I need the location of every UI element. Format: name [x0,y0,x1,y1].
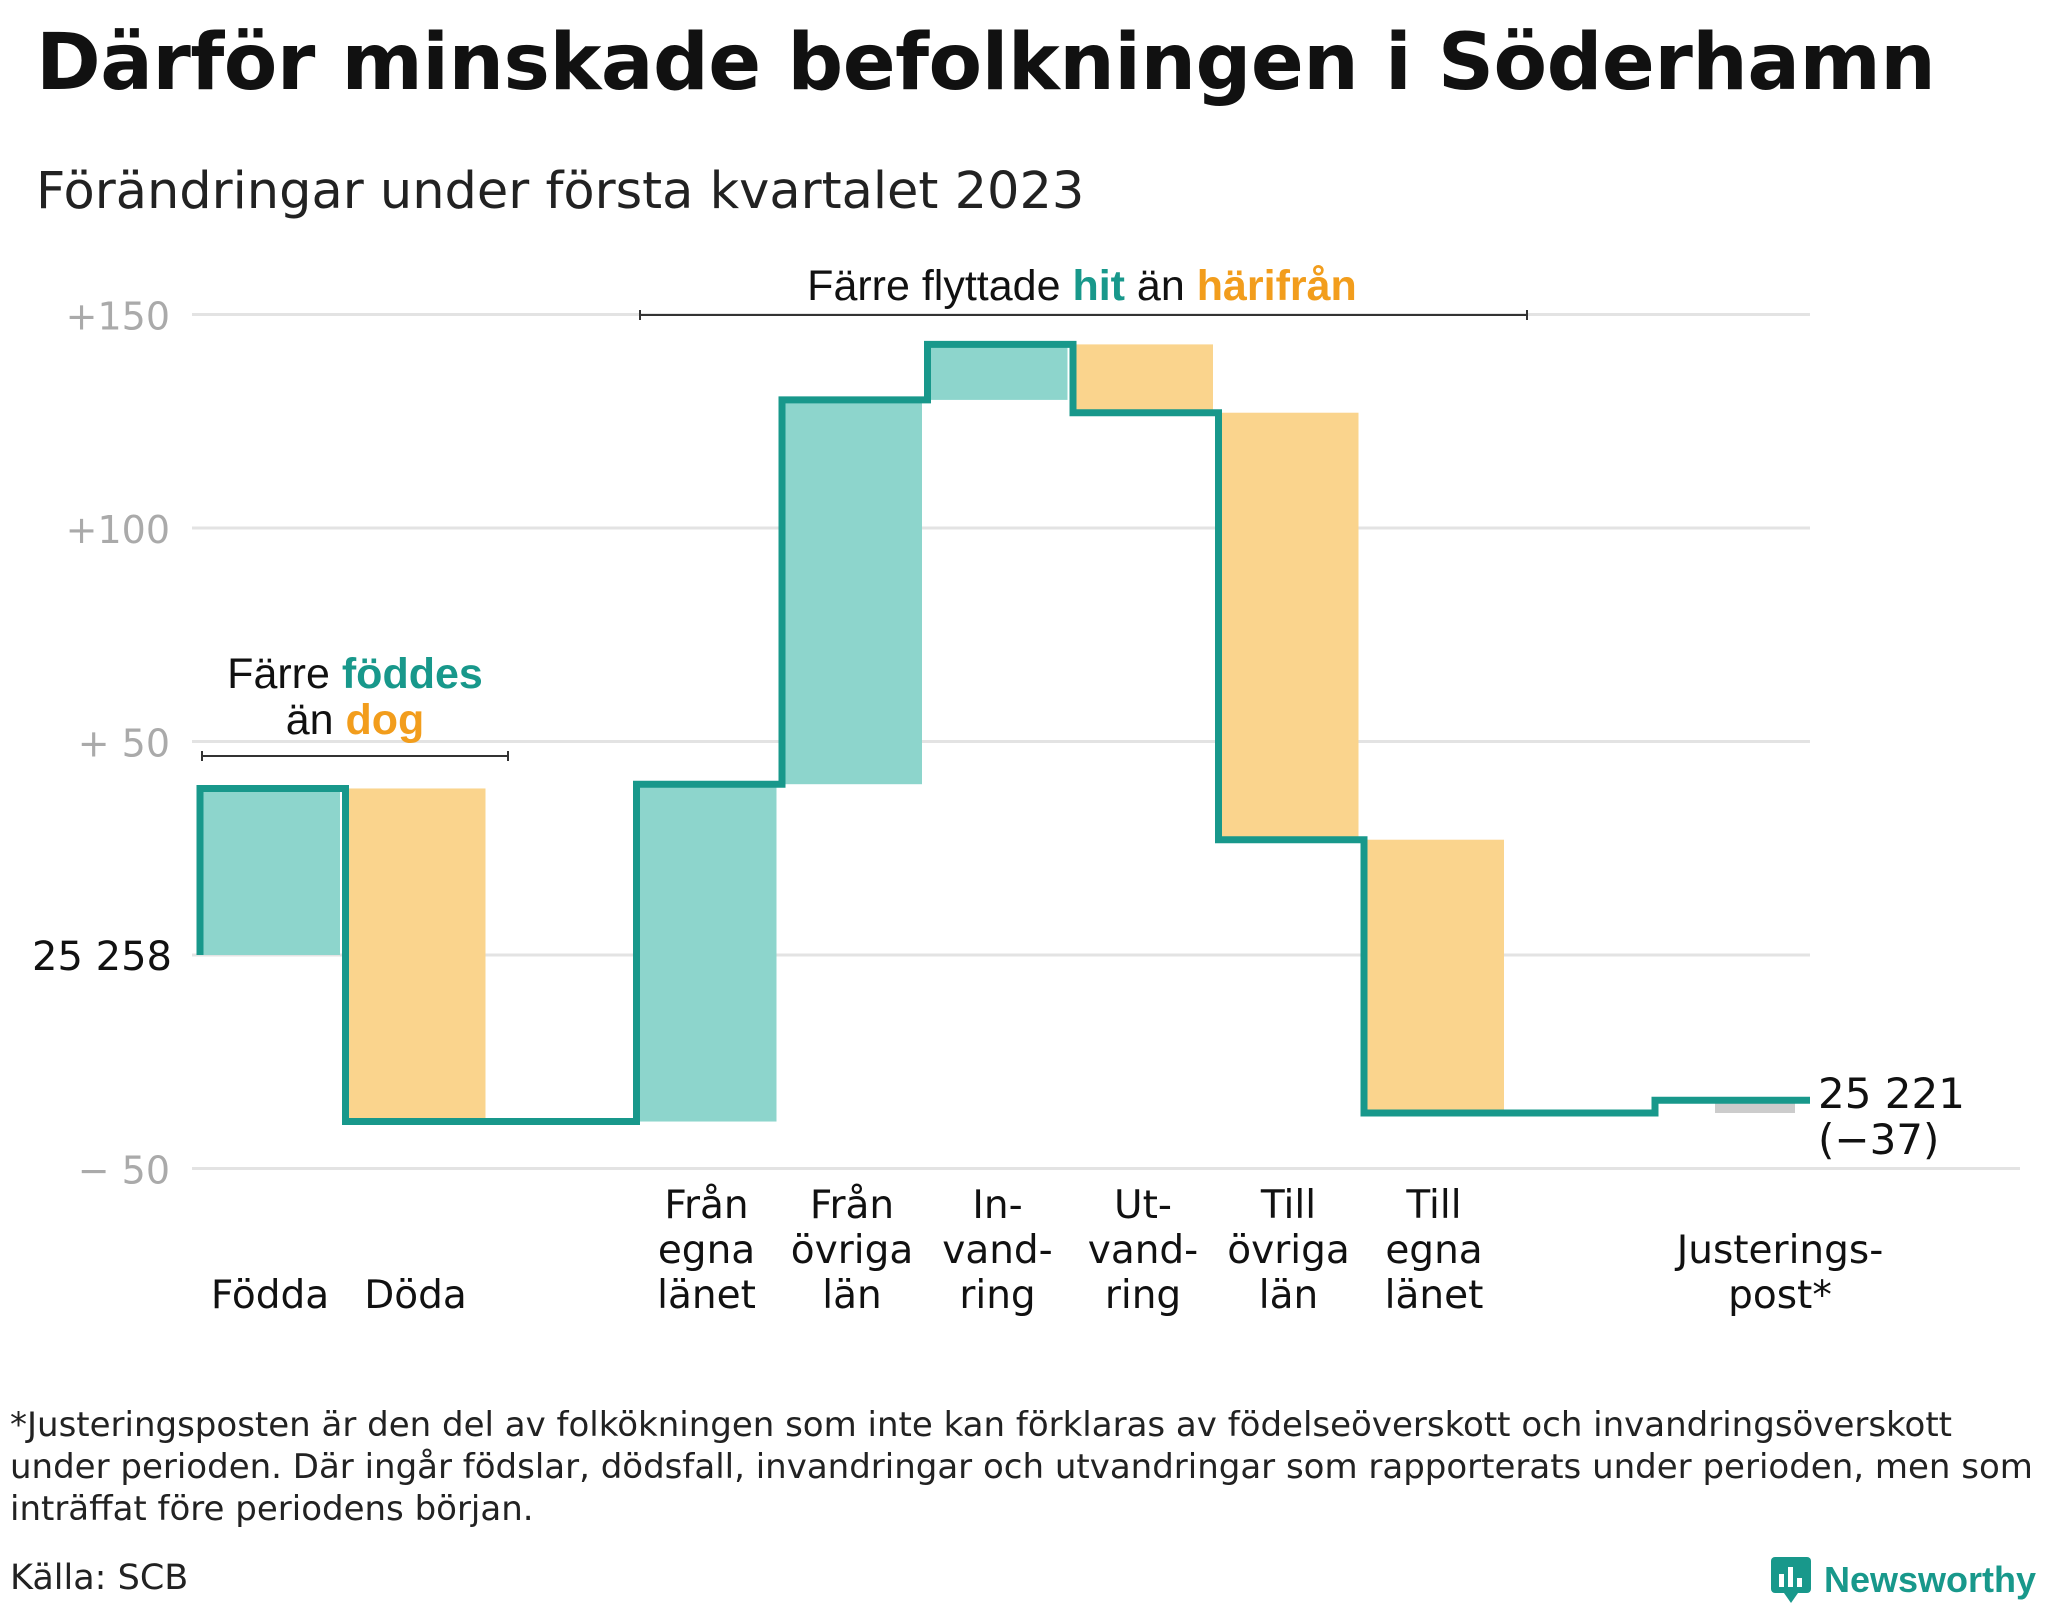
newsworthy-logo-icon [1771,1557,1811,1603]
waterfall-bar [1364,839,1504,1113]
annotation-migration-mid: än [1125,262,1197,310]
category-label: län [1259,1273,1318,1318]
annotation-migration-pre: Färre flyttade [807,262,1072,310]
category-label: Till [1405,1183,1461,1228]
category-labels: Födda DödaFrånegnalänetFrånövrigalänIn-va… [211,1183,1883,1318]
svg-text:Färre flyttade hit än härifrån: Färre flyttade hit än härifrån [807,262,1357,310]
annotation-bracket-migration [639,310,1528,320]
waterfall-bar [1218,412,1359,840]
y-axis-ticks: +150 +100 + 50 25 258 − 50 [32,295,172,1193]
category-label: län [822,1273,881,1318]
y-tick-label: +100 [66,508,170,552]
annotation-bracket-births-deaths [201,751,509,761]
svg-text:än dog: än dog [286,696,425,744]
svg-text:Färre föddes: Färre föddes [227,650,483,698]
category-label: ring [1105,1273,1181,1318]
category-label: Från [664,1183,748,1228]
annotation-births-pre: Färre [227,650,342,698]
category-label: Justerings- [1674,1228,1884,1273]
chart-subtitle: Förändringar under första kvartalet 2023 [36,162,1085,221]
category-label: länet [657,1273,756,1318]
category-label: Från [810,1183,894,1228]
y-tick-label: + 50 [78,722,170,766]
category-label: övriga [791,1228,913,1273]
end-value-label: 25 221 [1818,1069,1965,1118]
category-label: In- [972,1183,1022,1228]
y-tick-label: − 50 [78,1149,170,1193]
annotation-births-highlight: föddes [342,650,483,698]
category-label: ring [959,1273,1035,1318]
end-label: 25 221 (−37) [1818,1069,1965,1164]
source-label: Källa: SCB [10,1558,189,1598]
footnote: *Justeringsposten är den del av folkökni… [10,1405,2033,1529]
end-change-label: (−37) [1818,1115,1939,1164]
category-label: egna [1385,1228,1482,1273]
category-label: vand- [942,1228,1053,1273]
level-line [196,340,1810,1125]
bars [200,344,1795,1122]
category-label: Ut- [1114,1183,1172,1228]
chart-title: Därför minskade befolkningen i Söderhamn [36,18,1936,108]
annotation-migration-hit: hit [1072,262,1125,310]
annotation-deaths-highlight: dog [345,696,424,744]
annotation-births-deaths: Färre föddes än dog [201,650,509,761]
category-label: Döda [364,1273,467,1318]
waterfall-bar [782,399,922,785]
category-label: Till [1260,1183,1316,1228]
category-label: Födda [211,1273,329,1318]
category-label: länet [1385,1273,1484,1318]
brand-logo[interactable]: Newsworthy [1770,1552,2036,1608]
start-value-label: 25 258 [32,934,172,980]
annotation-migration: Färre flyttade hit än härifrån [639,262,1528,320]
cumulative-level-line [196,340,1810,1125]
category-label: egna [658,1228,755,1273]
brand-name: Newsworthy [1824,1559,2037,1600]
annotation-deaths-pre: än [286,696,346,744]
category-label: övriga [1227,1228,1349,1273]
waterfall-bar [200,788,340,955]
y-tick-label: +150 [66,295,170,339]
annotation-migration-harifran: härifrån [1197,262,1357,310]
waterfall-bar [927,344,1068,400]
category-label: vand- [1088,1228,1199,1273]
waterfall-bar [636,784,777,1122]
waterfall-bar [345,788,486,1122]
category-label: post* [1728,1273,1832,1318]
waterfall-bar [1073,344,1213,413]
